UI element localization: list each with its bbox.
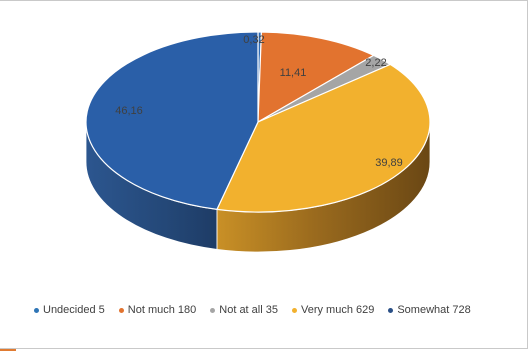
data-label-not-much: 11,41: [280, 67, 307, 79]
legend-swatch: [388, 307, 394, 313]
data-label-not-at-all: 2,22: [365, 57, 386, 69]
legend-item: Not at all 35: [210, 304, 278, 316]
legend-label: Very much 629: [300, 304, 375, 316]
pie-top: [85, 31, 431, 213]
pie-slice-somewhat: [85, 31, 259, 210]
legend: Undecided 5 Not much 180 Not at all 35 Very…: [34, 304, 471, 316]
legend-swatch: [291, 307, 297, 313]
data-label-undecided: 0,32: [243, 34, 264, 46]
data-label-somewhat: 46,16: [115, 105, 143, 117]
legend-item: Undecided 5: [34, 304, 105, 316]
pie-slice-not-much: [257, 31, 375, 123]
pie-slice-very-much: [216, 63, 431, 213]
data-label-very-much: 39,89: [375, 157, 403, 169]
legend-label: Undecided 5: [43, 304, 105, 316]
legend-item: Not much 180: [118, 304, 197, 316]
legend-label: Somewhat 728: [397, 304, 471, 316]
legend-item: Somewhat 728: [388, 304, 471, 316]
legend-swatch: [210, 307, 216, 313]
legend-swatch: [118, 307, 124, 313]
legend-item: Very much 629: [291, 304, 375, 316]
legend-label: Not much 180: [127, 304, 197, 316]
legend-swatch: [34, 307, 39, 313]
data-labels: 0,32 11,41 2,22 39,89 46,16: [115, 34, 403, 169]
legend-label: Not at all 35: [219, 304, 278, 316]
